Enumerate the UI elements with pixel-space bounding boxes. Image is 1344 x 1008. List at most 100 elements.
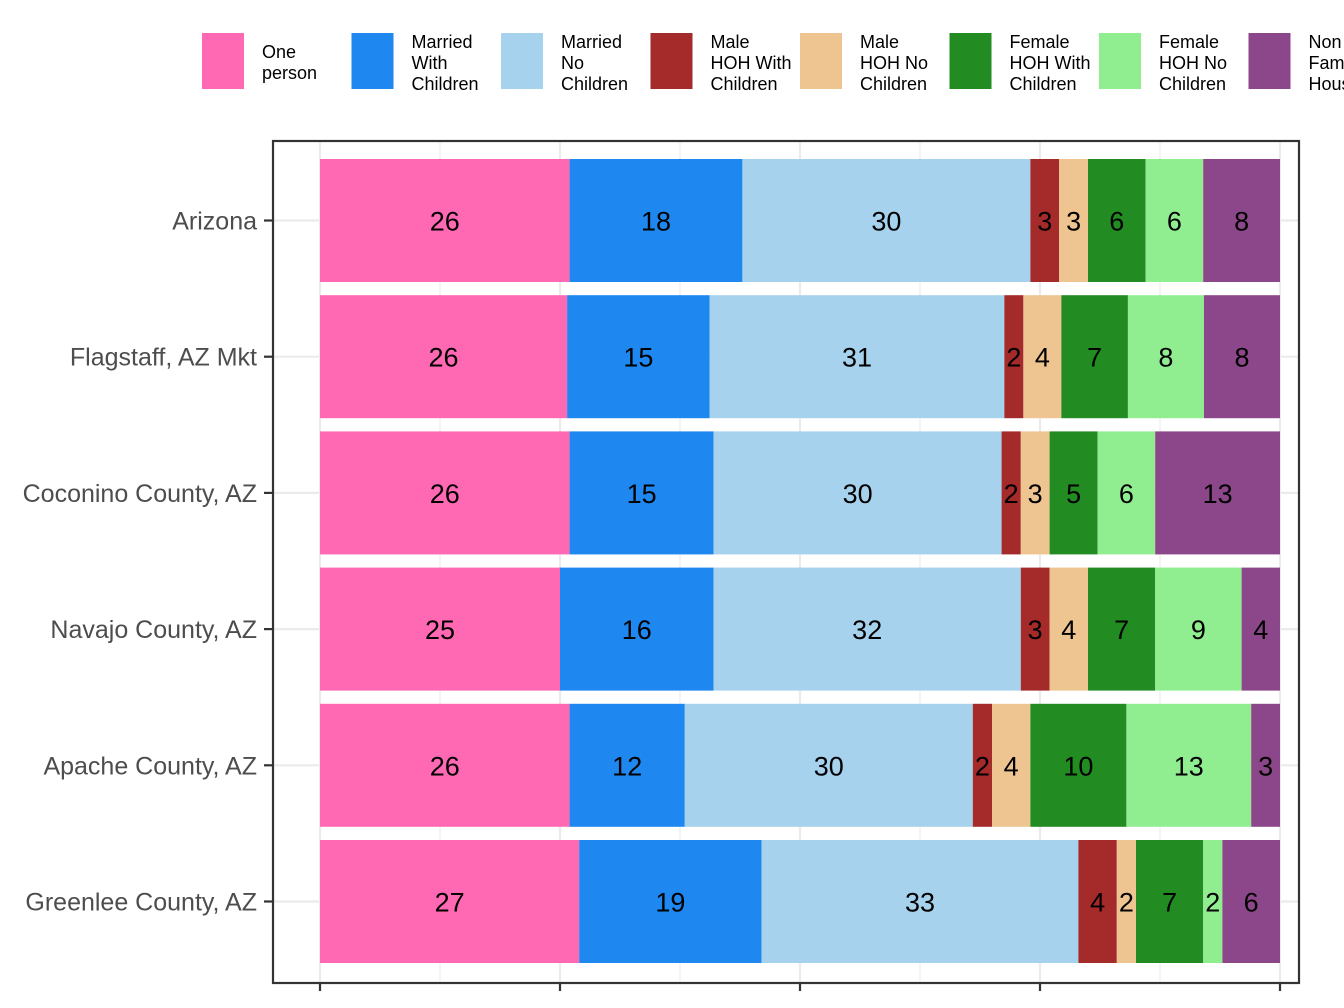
y-tick-label: Flagstaff, AZ Mkt: [70, 344, 257, 372]
data-label: 2: [975, 751, 990, 781]
bar-segment-male-hoh-with-children: [1004, 295, 1024, 419]
legend-key-non-family-households: [1248, 33, 1291, 89]
data-label: 5: [1066, 479, 1081, 509]
data-label: 8: [1158, 343, 1173, 373]
bar-segment-male-hoh-no-children: [1059, 159, 1088, 282]
legend-label-one-person: One person: [262, 42, 317, 83]
data-label: 7: [1162, 888, 1177, 918]
data-label: 3: [1066, 207, 1081, 237]
bar-segment-female-hoh-with-children: [1088, 567, 1156, 691]
legend-key-married-no-children: [501, 33, 543, 89]
bar-segment-non-family-households: [1251, 703, 1280, 827]
bar-segment-non-family-households: [1155, 431, 1280, 555]
bar-segment-female-hoh-no-children: [1145, 159, 1204, 282]
bar-segment-one-person: [320, 703, 570, 827]
bar-segment-married-no-children: [742, 159, 1031, 282]
data-label: 2: [1006, 343, 1021, 373]
data-label: 2: [1205, 888, 1220, 918]
legend-key-married-with-children: [351, 33, 394, 89]
data-label: 4: [1090, 888, 1105, 918]
data-label: 6: [1119, 479, 1134, 509]
bar-segment-non-family-households: [1203, 159, 1280, 282]
bar-segment-one-person: [320, 159, 570, 282]
data-label: 3: [1258, 751, 1273, 781]
bar-segment-male-hoh-with-children: [972, 703, 992, 827]
bar-segment-married-with-children: [579, 840, 762, 963]
bar-segment-female-hoh-no-children: [1097, 431, 1156, 555]
bar-segment-female-hoh-no-children: [1126, 703, 1252, 827]
bar-segment-one-person: [320, 295, 568, 419]
bar-segment-married-with-children: [560, 567, 714, 691]
legend-label-married-no-children: Married No Children: [561, 32, 628, 94]
data-label: 30: [871, 207, 901, 237]
data-label: 7: [1114, 615, 1129, 645]
bar-segment-female-hoh-no-children: [1127, 295, 1204, 419]
data-label: 8: [1234, 207, 1249, 237]
bar-segment-male-hoh-no-children: [1023, 295, 1062, 419]
data-label: 19: [655, 888, 685, 918]
legend: One person Married With Children Married No Chi…: [202, 32, 1344, 94]
data-label: 26: [430, 479, 460, 509]
bar-segment-female-hoh-with-children: [1088, 159, 1146, 282]
legend-label-female-hoh-with-children: Female HOH With Children: [1010, 32, 1091, 94]
bar-segment-non-family-households: [1241, 567, 1280, 691]
bar-segment-male-hoh-no-children: [1049, 567, 1088, 691]
y-tick-label: Arizona: [172, 208, 257, 236]
data-label: 3: [1028, 615, 1043, 645]
bar-segment-married-with-children: [567, 295, 710, 419]
bar-segment-female-hoh-with-children: [1049, 431, 1098, 555]
bar-segment-female-hoh-with-children: [1030, 703, 1127, 827]
data-label: 4: [1004, 751, 1019, 781]
bar-segment-married-with-children: [569, 431, 714, 555]
legend-label-married-with-children: Married With Children: [412, 32, 479, 94]
bar-segment-male-hoh-with-children: [1030, 159, 1060, 282]
bar-segment-one-person: [320, 431, 570, 555]
legend-label-male-hoh-with-children: Male HOH With Children: [711, 32, 792, 94]
legend-key-one-person: [202, 33, 244, 89]
bar-segment-female-hoh-with-children: [1061, 295, 1128, 419]
panel-border: [271, 139, 1301, 985]
data-label: 9: [1191, 615, 1206, 645]
bar-segment-married-with-children: [569, 159, 743, 282]
bar-segment-male-hoh-no-children: [992, 703, 1031, 827]
y-tick-label: Navajo County, AZ: [50, 616, 257, 644]
data-label: 13: [1174, 751, 1204, 781]
bar-segment-non-family-households: [1203, 295, 1280, 419]
legend-key-female-hoh-no-children: [1099, 33, 1141, 89]
data-label: 25: [425, 615, 455, 645]
bar-segment-male-hoh-with-children: [1001, 431, 1021, 555]
bar-segment-female-hoh-with-children: [1136, 840, 1204, 963]
data-label: 10: [1063, 751, 1093, 781]
data-label: 27: [435, 888, 465, 918]
bar-segment-male-hoh-with-children: [1020, 567, 1050, 691]
data-label: 3: [1037, 207, 1052, 237]
data-label: 15: [623, 343, 653, 373]
bar-segment-male-hoh-no-children: [1020, 431, 1050, 555]
bar-segment-non-family-households: [1222, 840, 1280, 963]
bar-segment-married-no-children: [713, 431, 1002, 555]
legend-label-female-hoh-no-children: Female HOH No Children: [1159, 32, 1227, 94]
data-label: 18: [641, 207, 671, 237]
y-tick-label: Apache County, AZ: [43, 752, 257, 780]
data-label: 26: [430, 751, 460, 781]
data-label: 3: [1028, 479, 1043, 509]
data-label: 4: [1061, 615, 1076, 645]
bar-segment-male-hoh-with-children: [1078, 840, 1117, 963]
data-label: 6: [1244, 888, 1259, 918]
legend-key-female-hoh-with-children: [949, 33, 992, 89]
data-label: 26: [429, 343, 459, 373]
legend-label-non-family-households: NonFamilyHouseholds: [1309, 32, 1344, 94]
data-label: 4: [1035, 343, 1050, 373]
bar-segment-married-no-children: [709, 295, 1005, 419]
bar-segment-married-no-children: [761, 840, 1079, 963]
data-label: 33: [905, 888, 935, 918]
data-label: 4: [1253, 615, 1268, 645]
data-label: 6: [1109, 207, 1124, 237]
bar-segment-married-no-children: [713, 567, 1021, 691]
bar-segment-one-person: [320, 567, 560, 691]
data-label: 8: [1234, 343, 1249, 373]
data-label: 31: [842, 343, 872, 373]
bar-segment-male-hoh-no-children: [1116, 840, 1136, 963]
